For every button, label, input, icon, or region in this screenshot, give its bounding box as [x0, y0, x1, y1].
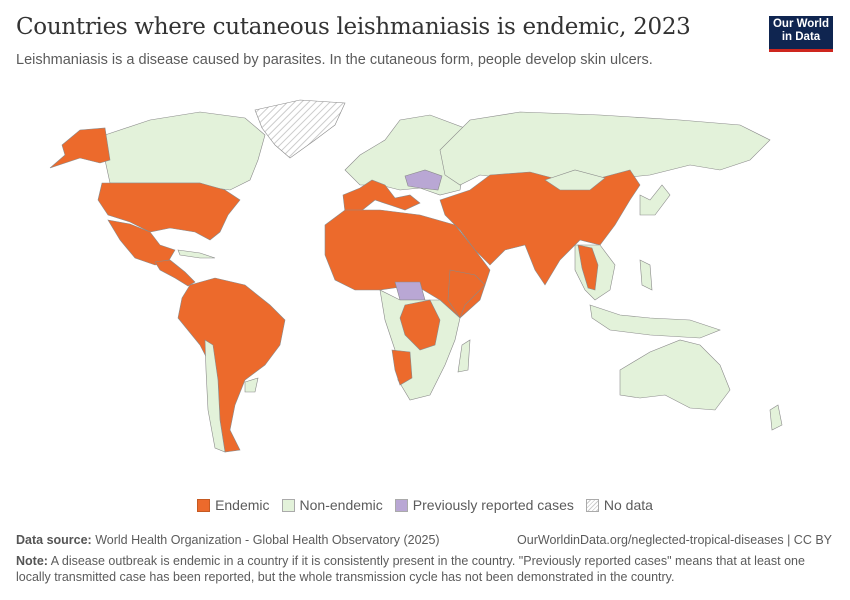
world-map[interactable] [0, 90, 850, 470]
region-australia[interactable] [619, 339, 731, 411]
region-russia[interactable] [439, 111, 771, 186]
legend-label: Non-endemic [299, 497, 383, 513]
owid-logo[interactable]: Our World in Data [769, 16, 833, 52]
region-chile[interactable] [204, 339, 226, 453]
note: Note: A disease outbreak is endemic in a… [16, 553, 831, 585]
legend-label: No data [603, 497, 653, 513]
note-text: A disease outbreak is endemic in a count… [16, 554, 805, 584]
legend-swatch [197, 498, 211, 512]
region-philippines[interactable] [639, 259, 653, 291]
source-label: Data source: [16, 533, 92, 547]
region-east-africa[interactable] [447, 269, 486, 319]
data-source: Data source: World Health Organization -… [16, 533, 440, 547]
legend-label: Endemic [215, 497, 270, 513]
region-greenland[interactable] [254, 99, 346, 159]
region-indonesia[interactable] [589, 304, 721, 339]
region-car[interactable] [394, 281, 426, 301]
legend-swatch [394, 498, 408, 512]
region-mexico[interactable] [107, 219, 176, 266]
region-middle-east-asia[interactable] [439, 169, 641, 286]
legend-item-previously-reported[interactable]: Previously reported cases [394, 497, 574, 513]
region-myanmar-thailand[interactable] [577, 244, 599, 291]
logo-line-1: Our World [772, 18, 829, 30]
region-canada[interactable] [104, 111, 266, 191]
region-usa[interactable] [97, 182, 241, 241]
legend-label: Previously reported cases [412, 497, 574, 513]
region-south-america[interactable] [177, 277, 286, 453]
chart-subtitle: Leishmaniasis is a disease caused by par… [16, 52, 653, 68]
region-madagascar[interactable] [457, 339, 471, 373]
region-central-america[interactable] [154, 259, 196, 287]
logo-line-2: in Data [781, 31, 821, 43]
source-text[interactable]: World Health Organization - Global Healt… [95, 533, 440, 547]
legend-swatch [585, 498, 599, 512]
region-mongolia[interactable] [544, 169, 606, 191]
region-drc[interactable] [399, 299, 441, 351]
region-alaska[interactable] [49, 127, 111, 169]
region-namibia[interactable] [391, 349, 413, 386]
legend-item-non-endemic[interactable]: Non-endemic [281, 497, 383, 513]
legend-item-no-data[interactable]: No data [585, 497, 653, 513]
region-new-zealand[interactable] [769, 404, 783, 431]
chart-title: Countries where cutaneous leishmaniasis … [16, 14, 691, 40]
region-uruguay[interactable] [244, 377, 259, 393]
region-ukraine[interactable] [404, 169, 443, 191]
legend: Endemic Non-endemic Previously reported … [0, 497, 850, 513]
note-label: Note: [16, 554, 48, 568]
region-caribbean[interactable] [177, 249, 216, 259]
region-korea-japan[interactable] [639, 184, 671, 216]
legend-item-endemic[interactable]: Endemic [197, 497, 270, 513]
legend-swatch [281, 498, 295, 512]
source-url[interactable]: OurWorldinData.org/neglected-tropical-di… [517, 533, 832, 547]
